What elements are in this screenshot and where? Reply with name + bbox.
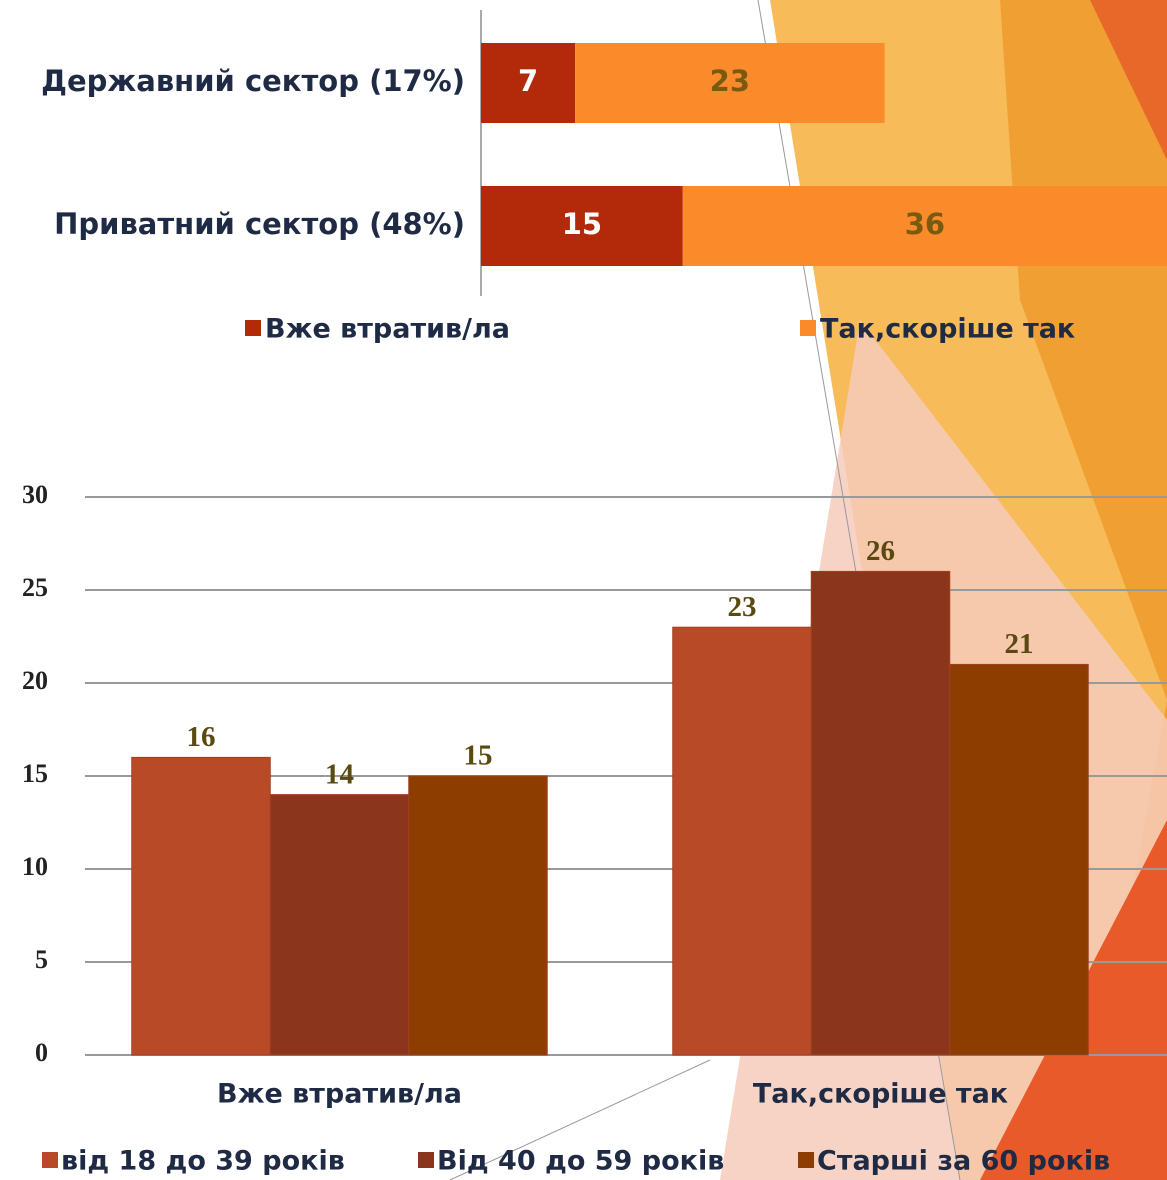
bar	[269, 794, 410, 1056]
bar-segment	[481, 186, 683, 266]
bar	[131, 756, 271, 1056]
bar	[810, 570, 951, 1056]
y-tick-label: 15	[22, 759, 48, 788]
y-tick-label: 20	[22, 666, 48, 695]
legend-swatch	[42, 1152, 58, 1168]
bar-segment	[481, 43, 576, 123]
x-tick-label: Так,скоріше так	[753, 1079, 1008, 1110]
value-label: 26	[866, 535, 895, 567]
legend-swatch	[418, 1152, 434, 1168]
value-label: 36	[905, 207, 945, 241]
decor-line	[449, 1059, 711, 1180]
legend-label: Від 40 до 59 років	[437, 1146, 724, 1177]
y-tick-label: 0	[35, 1038, 48, 1067]
value-label: 15	[464, 740, 493, 772]
category-label: Державний сектор (17%)	[41, 64, 465, 98]
value-label: 14	[325, 758, 354, 790]
bar-segment	[682, 186, 1167, 266]
y-tick-label: 10	[22, 852, 48, 881]
legend-label: Вже втратив/ла	[265, 314, 510, 345]
bar	[949, 663, 1089, 1056]
value-label: 16	[187, 721, 216, 753]
bar	[408, 775, 548, 1056]
y-tick-label: 5	[35, 945, 48, 974]
y-tick-label: 30	[22, 480, 48, 509]
category-label: Приватний сектор (48%)	[54, 207, 465, 241]
x-tick-label: Вже втратив/ла	[217, 1079, 462, 1110]
value-label: 23	[728, 591, 757, 623]
legend-swatch	[800, 320, 816, 336]
legend-swatch	[245, 320, 261, 336]
y-tick-label: 25	[22, 573, 48, 602]
legend-label: Старші за 60 років	[817, 1146, 1110, 1177]
value-label: 7	[518, 64, 538, 98]
bar	[672, 626, 812, 1056]
legend-swatch	[798, 1152, 814, 1168]
value-label: 23	[710, 64, 750, 98]
bar-segment	[575, 43, 885, 123]
decor-shape	[1090, 0, 1167, 160]
value-label: 15	[562, 207, 602, 241]
legend-label: Так,скоріше так	[820, 314, 1075, 345]
decor-shape	[1000, 0, 1167, 1180]
legend-label: від 18 до 39 років	[61, 1146, 345, 1177]
value-label: 21	[1005, 628, 1034, 660]
